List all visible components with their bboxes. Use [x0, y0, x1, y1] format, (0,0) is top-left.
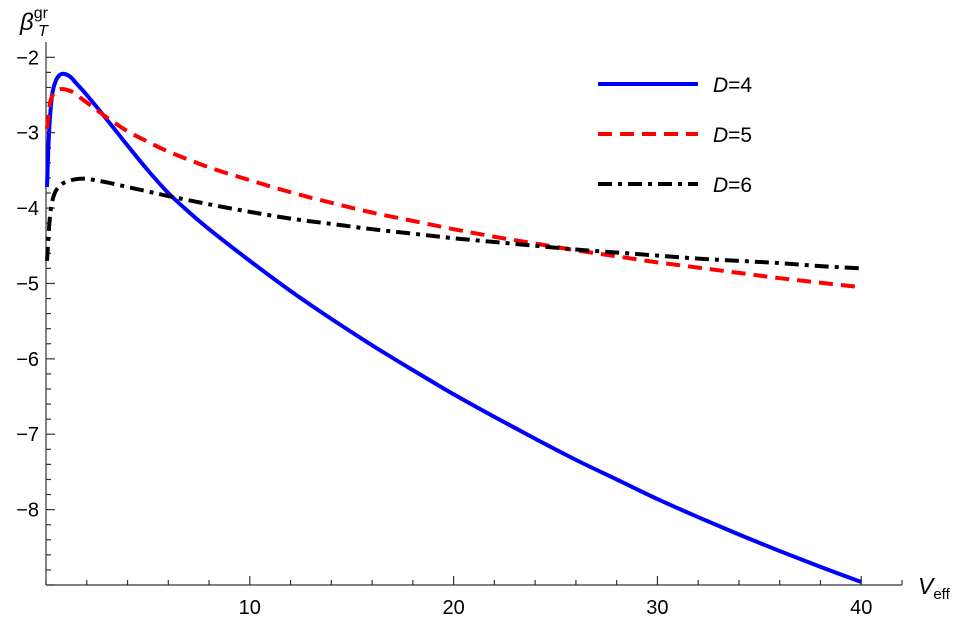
y-axis-title-subscript: T [38, 23, 49, 40]
legend-label-value: =4 [728, 74, 752, 97]
legend-label-value: =6 [728, 174, 752, 197]
legend-label-variable: D [713, 74, 728, 97]
y-tick-label: −2 [16, 47, 39, 69]
x-tick-label: 30 [646, 597, 668, 619]
y-axis-title-base: β [19, 9, 34, 36]
y-tick-label: −7 [16, 424, 39, 446]
x-tick-label: 40 [850, 597, 872, 619]
legend-label-variable: D [713, 174, 728, 197]
legend: D=4D=5D=6 [598, 74, 752, 197]
x-axis-title: Veff [918, 573, 951, 603]
y-axis-title: βgr [19, 5, 49, 36]
y-tick-label: −5 [16, 273, 39, 295]
y-axis-title-superscript: gr [34, 5, 49, 22]
x-axis-title-subscript: eff [933, 586, 950, 603]
x-tick-label: 10 [239, 597, 261, 619]
series-line-d-6 [45, 176, 862, 271]
x-tick-label: 20 [442, 597, 464, 619]
legend-label-value: =5 [728, 124, 752, 147]
y-tick-label: −4 [16, 198, 39, 220]
axes [45, 42, 902, 586]
x-axis-title-base: V [918, 573, 936, 599]
series-line-d-4 [45, 71, 862, 584]
y-tick-label: −6 [16, 349, 39, 371]
y-tick-label: −3 [16, 123, 39, 145]
x-ticks: 10 20 30 40 [45, 576, 903, 619]
legend-label-d-5: D=5 [713, 124, 752, 147]
series-layer [45, 71, 862, 584]
y-ticks: −2 −3 −4 −5 −6 −7 −8 [16, 47, 55, 586]
legend-label-d-4: D=4 [713, 74, 752, 97]
legend-label-variable: D [713, 124, 728, 147]
legend-label-d-6: D=6 [713, 174, 752, 197]
y-tick-label: −8 [16, 500, 39, 522]
series-line-d-5 [45, 86, 862, 290]
